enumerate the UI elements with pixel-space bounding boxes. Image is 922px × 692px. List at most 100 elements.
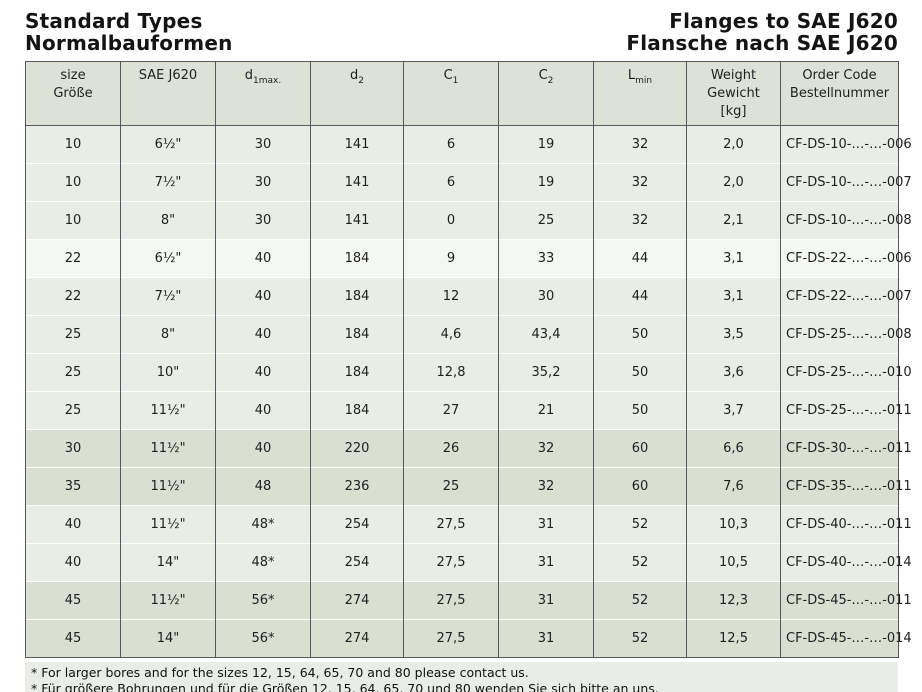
data-cell: 31 [498, 581, 594, 620]
data-cell: 141 [310, 201, 404, 240]
page-title-right: Flanges to SAE J620 Flansche nach SAE J6… [626, 10, 898, 54]
data-cell: 12,8 [403, 353, 499, 392]
data-cell: 9 [403, 239, 499, 278]
data-cell: 12 [403, 277, 499, 316]
data-cell: 10 [25, 201, 121, 240]
data-cell: 19 [498, 163, 594, 202]
data-cell: 40 [215, 391, 311, 430]
data-cell: 30 [498, 277, 594, 316]
data-cell: 141 [310, 163, 404, 202]
data-cell: 220 [310, 429, 404, 468]
column-header: Order Code Bestellnummer [780, 61, 899, 126]
data-cell: 40 [215, 239, 311, 278]
data-cell: 7½" [120, 277, 216, 316]
data-cell: 32 [593, 163, 687, 202]
data-cell: 7½" [120, 163, 216, 202]
data-cell: 27 [403, 391, 499, 430]
order-code-cell: CF-DS-25-…-…-010 [780, 353, 912, 392]
data-cell: 6½" [120, 125, 216, 164]
order-code-cell: CF-DS-25-…-…-008 [780, 315, 912, 354]
title-english: Standard Types [25, 9, 203, 33]
data-cell: 32 [498, 429, 594, 468]
data-cell: 40 [215, 353, 311, 392]
data-cell: 44 [593, 239, 687, 278]
footnote-english: * For larger bores and for the sizes 12,… [31, 665, 529, 680]
table-row: 35 11½" 48 236 25 32 60 7,6 CF-DS-35-…-…-011 [25, 467, 912, 506]
table-row: 22 7½" 40 184 12 30 44 3,1 CF-DS-22-…-…-007 [25, 277, 912, 316]
data-cell: 10 [25, 163, 121, 202]
table-row: 45 11½" 56* 274 27,5 31 52 12,3 CF-DS-45-…-…-011 [25, 581, 912, 620]
column-header: size Größe [25, 61, 121, 126]
footnotes-block: * For larger bores and for the sizes 12,… [25, 662, 898, 692]
column-header: SAE J620 [120, 61, 216, 126]
data-cell: 25 [498, 201, 594, 240]
data-cell: 3,6 [686, 353, 781, 392]
column-header: Weight Gewicht [kg] [686, 61, 781, 126]
data-cell: 7,6 [686, 467, 781, 506]
order-code-cell: CF-DS-10-…-…-006 [780, 125, 912, 164]
data-cell: 11½" [120, 429, 216, 468]
data-cell: 8" [120, 315, 216, 354]
table-row: 10 7½" 30 141 6 19 32 2,0 CF-DS-10-…-…-007 [25, 163, 912, 202]
title-right-german: Flansche nach SAE J620 [626, 31, 898, 55]
data-cell: 30 [215, 201, 311, 240]
data-cell: 25 [25, 353, 121, 392]
data-cell: 40 [25, 543, 121, 582]
data-cell: 236 [310, 467, 404, 506]
data-cell: 12,3 [686, 581, 781, 620]
order-code-cell: CF-DS-30-…-…-011 [780, 429, 912, 468]
data-cell: 25 [25, 391, 121, 430]
data-cell: 3,7 [686, 391, 781, 430]
page-header: Standard Types Normalbauformen Flanges t… [25, 10, 898, 54]
data-cell: 10,5 [686, 543, 781, 582]
data-cell: 27,5 [403, 581, 499, 620]
column-header: d2 [310, 61, 404, 126]
data-cell: 52 [593, 619, 687, 658]
order-code-cell: CF-DS-45-…-…-014 [780, 619, 912, 658]
data-cell: 3,5 [686, 315, 781, 354]
table-row: 30 11½" 40 220 26 32 60 6,6 CF-DS-30-…-…-011 [25, 429, 912, 468]
data-cell: 31 [498, 543, 594, 582]
table-row: 25 11½" 40 184 27 21 50 3,7 CF-DS-25-…-…-011 [25, 391, 912, 430]
data-cell: 11½" [120, 391, 216, 430]
data-cell: 27,5 [403, 505, 499, 544]
data-cell: 2,0 [686, 125, 781, 164]
data-cell: 22 [25, 277, 121, 316]
data-cell: 141 [310, 125, 404, 164]
data-cell: 32 [593, 125, 687, 164]
table-row: 10 6½" 30 141 6 19 32 2,0 CF-DS-10-…-…-006 [25, 125, 912, 164]
data-cell: 184 [310, 353, 404, 392]
order-code-cell: CF-DS-25-…-…-011 [780, 391, 912, 430]
table-header-row: size Größe SAE J620 d1max. d2 C1 C2 Lmin Weight G… [25, 61, 899, 126]
order-code-cell: CF-DS-35-…-…-011 [780, 467, 912, 506]
table-row: 25 10" 40 184 12,8 35,2 50 3,6 CF-DS-25-…-…-010 [25, 353, 912, 392]
data-cell: 2,1 [686, 201, 781, 240]
data-cell: 30 [215, 125, 311, 164]
data-cell: 274 [310, 581, 404, 620]
data-cell: 6½" [120, 239, 216, 278]
data-cell: 22 [25, 239, 121, 278]
data-cell: 184 [310, 391, 404, 430]
data-cell: 6 [403, 163, 499, 202]
column-header: d1max. [215, 61, 311, 126]
data-cell: 60 [593, 429, 687, 468]
table-row: 45 14" 56* 274 27,5 31 52 12,5 CF-DS-45-…-…-014 [25, 619, 912, 658]
data-cell: 4,6 [403, 315, 499, 354]
data-cell: 33 [498, 239, 594, 278]
data-cell: 48 [215, 467, 311, 506]
data-cell: 14" [120, 543, 216, 582]
data-cell: 184 [310, 315, 404, 354]
data-cell: 11½" [120, 581, 216, 620]
data-cell: 2,0 [686, 163, 781, 202]
order-code-cell: CF-DS-10-…-…-007 [780, 163, 912, 202]
data-cell: 30 [25, 429, 121, 468]
order-code-cell: CF-DS-22-…-…-006 [780, 239, 912, 278]
column-header: Lmin [593, 61, 687, 126]
data-cell: 254 [310, 543, 404, 582]
data-cell: 56* [215, 581, 311, 620]
order-code-cell: CF-DS-40-…-…-014 [780, 543, 912, 582]
data-cell: 30 [215, 163, 311, 202]
data-cell: 27,5 [403, 619, 499, 658]
data-cell: 48* [215, 543, 311, 582]
data-cell: 60 [593, 467, 687, 506]
